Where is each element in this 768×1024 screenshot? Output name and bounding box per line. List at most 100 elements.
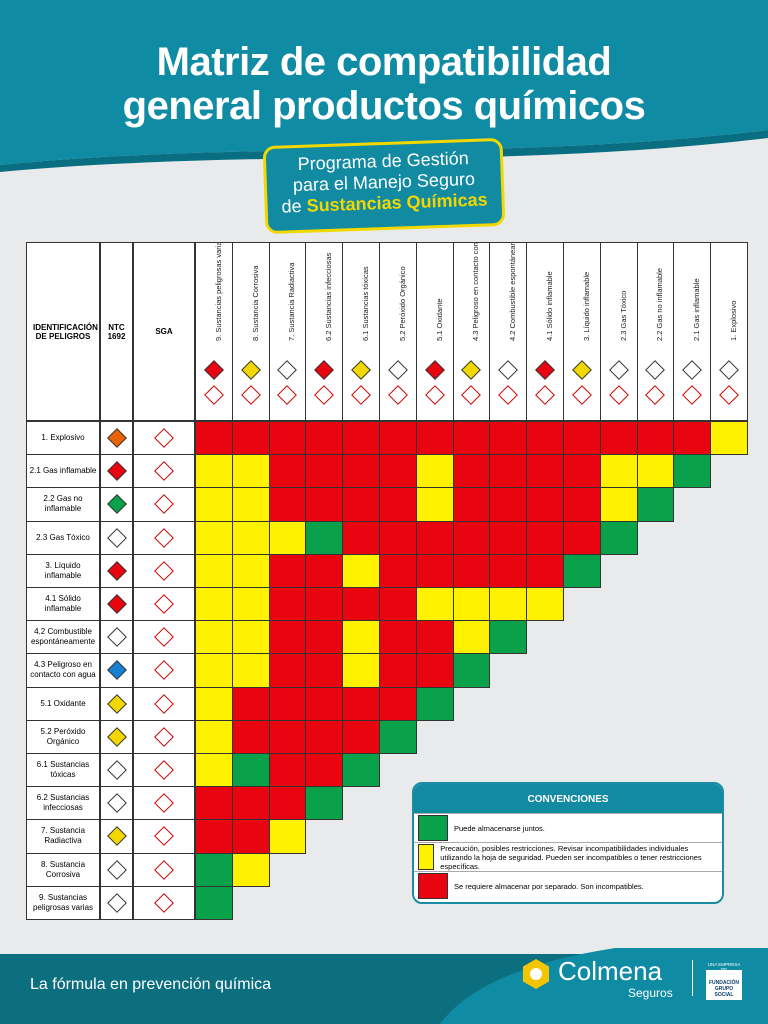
column-header-label: 4.3 Peligroso en contacto con agua xyxy=(471,242,481,341)
row-label-text: 6.1 Sustancias tóxicas xyxy=(36,760,90,780)
hazard-pictogram-icon xyxy=(711,360,747,410)
row-sga-pictogram xyxy=(133,852,195,887)
row-ntc-pictogram xyxy=(100,786,133,821)
matrix-cell xyxy=(305,686,344,721)
hazard-pictogram-icon xyxy=(196,360,232,410)
ntc-diamond-icon xyxy=(106,892,127,913)
matrix-cell xyxy=(231,753,270,788)
column-header: 2.1 Gas inflamable xyxy=(673,242,712,421)
matrix-cell xyxy=(231,520,270,555)
sga-diamond-icon xyxy=(154,560,174,581)
sga-diamond-icon xyxy=(154,760,174,780)
matrix-cell xyxy=(489,454,528,489)
row-label-text: 3. Líquido inflamable xyxy=(44,560,82,580)
matrix-cell xyxy=(231,587,270,622)
swatch-red xyxy=(418,873,448,899)
ghs-diamond-icon xyxy=(277,385,298,405)
matrix-cell xyxy=(415,620,454,655)
hazard-diamond-icon xyxy=(719,360,739,380)
ghs-diamond-icon xyxy=(498,385,519,405)
ghs-diamond-icon xyxy=(535,385,555,405)
matrix-cell xyxy=(710,421,748,456)
matrix-cell xyxy=(452,520,491,555)
row-sga-pictogram xyxy=(133,520,195,555)
convention-yellow-text: Precaución, posibles restricciones. Revi… xyxy=(440,843,702,871)
matrix-cell xyxy=(563,421,601,456)
convention-red: Se requiere almacenar por separado. Son … xyxy=(414,871,722,900)
hazard-diamond-icon xyxy=(277,360,298,380)
matrix-cell xyxy=(599,520,638,555)
hazard-pictogram-icon xyxy=(638,360,674,410)
column-header-label: 9. Sustancias peligrosas varias xyxy=(213,242,223,341)
page-title: Matriz de compatibilidad general product… xyxy=(0,40,768,128)
matrix-cell xyxy=(563,553,601,588)
hazard-pictogram-icon xyxy=(380,360,416,410)
row-label-text: 5.2 Peróxido Orgánico xyxy=(40,726,86,746)
convention-green: Puede almacenarse juntos. xyxy=(414,813,722,842)
hazard-diamond-icon xyxy=(571,360,592,380)
hazard-pictogram-icon xyxy=(270,360,306,410)
matrix-cell xyxy=(231,719,270,754)
conventions-title: CONVENCIONES xyxy=(414,784,722,813)
matrix-cell xyxy=(563,487,601,522)
row-label: 5.1 Oxidante xyxy=(26,686,100,721)
row-label-text: 5.1 Oxidante xyxy=(40,698,86,708)
column-header-label: 2.1 Gas inflamable xyxy=(692,278,702,341)
matrix-cell xyxy=(195,885,233,920)
matrix-cell xyxy=(268,653,307,688)
matrix-cell xyxy=(305,653,344,688)
matrix-cell xyxy=(452,487,491,522)
matrix-cell xyxy=(489,520,528,555)
row-label-text: 2.2 Gas no inflamable xyxy=(43,494,83,514)
ntc-diamond-icon xyxy=(106,826,127,847)
matrix-cell xyxy=(195,553,233,588)
matrix-cell xyxy=(268,819,307,854)
matrix-cell xyxy=(305,719,344,754)
row-ntc-pictogram xyxy=(100,719,133,754)
sga-diamond-icon xyxy=(154,859,174,880)
row-sga-pictogram xyxy=(133,819,195,854)
column-header-label: 6.1 Sustancias tóxicas xyxy=(361,266,371,341)
header-ntc: NTC 1692 xyxy=(100,242,133,421)
matrix-cell xyxy=(268,620,307,655)
hazard-diamond-icon xyxy=(240,360,261,380)
ntc-diamond-icon xyxy=(106,726,127,747)
matrix-cell xyxy=(305,553,344,588)
sga-diamond-icon xyxy=(154,726,174,747)
hazard-pictogram-icon xyxy=(527,360,563,410)
logo-divider xyxy=(692,960,693,996)
row-label: 3. Líquido inflamable xyxy=(26,553,100,588)
matrix-cell xyxy=(342,653,380,688)
matrix-cell xyxy=(305,520,344,555)
hazard-pictogram-icon xyxy=(306,360,342,410)
matrix-cell xyxy=(195,520,233,555)
matrix-cell xyxy=(231,620,270,655)
matrix-cell xyxy=(489,553,528,588)
matrix-cell xyxy=(379,454,417,489)
row-sga-pictogram xyxy=(133,587,195,622)
row-sga-pictogram xyxy=(133,487,195,522)
row-sga-pictogram xyxy=(133,421,195,456)
matrix-cell xyxy=(195,421,233,456)
matrix-cell xyxy=(342,553,380,588)
matrix-cell xyxy=(342,753,380,788)
matrix-cell xyxy=(415,421,454,456)
matrix-cell xyxy=(599,421,638,456)
sga-diamond-icon xyxy=(154,660,174,681)
row-label-text: 4.1 Sólido inflamable xyxy=(44,594,82,614)
hazard-pictogram-icon xyxy=(233,360,269,410)
row-label: 4.1 Sólido inflamable xyxy=(26,587,100,622)
matrix-cell xyxy=(195,686,233,721)
row-ntc-pictogram xyxy=(100,753,133,788)
ghs-diamond-icon xyxy=(461,385,482,405)
matrix-cell xyxy=(452,454,491,489)
matrix-cell xyxy=(195,487,233,522)
ghs-diamond-icon xyxy=(608,385,629,405)
matrix-cell xyxy=(268,587,307,622)
row-ntc-pictogram xyxy=(100,553,133,588)
row-sga-pictogram xyxy=(133,885,195,920)
matrix-cell xyxy=(195,454,233,489)
row-label: 5.2 Peróxido Orgánico xyxy=(26,719,100,754)
matrix-cell xyxy=(379,421,417,456)
ghs-diamond-icon xyxy=(240,385,261,405)
